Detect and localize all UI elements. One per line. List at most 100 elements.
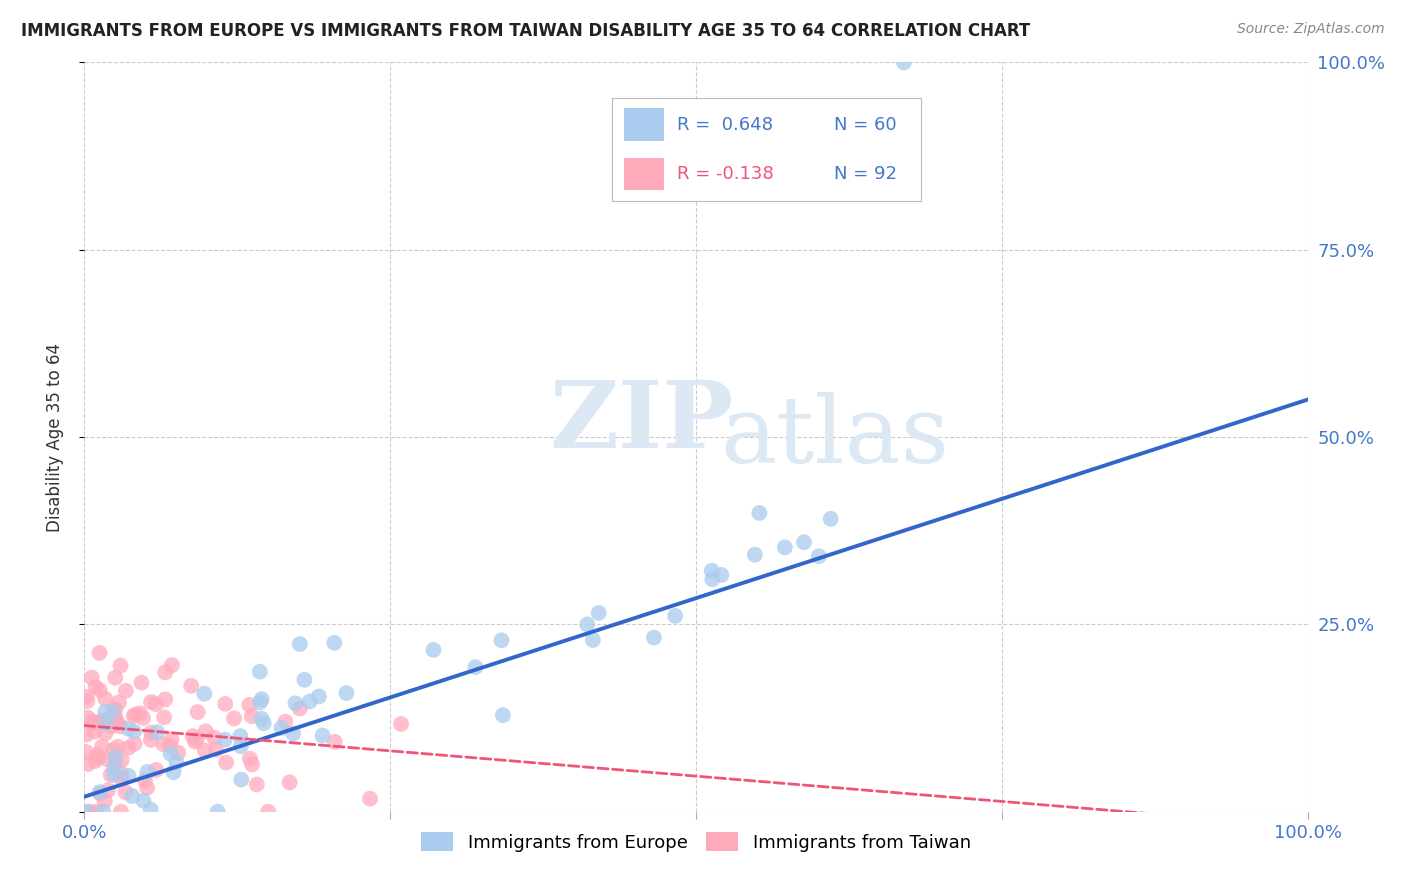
Point [249,665,271,679]
Legend: Immigrants from Europe, Immigrants from Taiwan: Immigrants from Europe, Immigrants from … [413,825,979,859]
Point [91,805,114,819]
Point [80,671,103,685]
Point [229,739,252,754]
Point [96,752,118,766]
Point [104,671,127,685]
Point [294,673,316,687]
Point [181,729,204,743]
Point [103,761,125,775]
Point [239,752,262,766]
Point [110,767,132,781]
Point [153,710,176,724]
Point [75,745,97,759]
Point [240,709,263,723]
Text: atlas: atlas [720,392,949,482]
Point [153,692,176,706]
Point [103,743,125,757]
Point [93,713,115,727]
Text: IMMIGRANTS FROM EUROPE VS IMMIGRANTS FROM TAIWAN DISABILITY AGE 35 TO 64 CORRELA: IMMIGRANTS FROM EUROPE VS IMMIGRANTS FRO… [21,22,1031,40]
Point [194,743,217,757]
Point [124,707,146,722]
Point [132,711,155,725]
Point [121,789,143,803]
Point [132,794,155,808]
Point [166,756,188,770]
Point [187,705,209,719]
Point [86,805,108,819]
Text: Source: ZipAtlas.com: Source: ZipAtlas.com [1237,22,1385,37]
Text: R = -0.138: R = -0.138 [676,165,773,183]
Point [86,747,108,762]
Point [145,697,167,711]
Point [101,705,124,719]
Point [139,732,162,747]
Point [104,714,127,729]
Point [108,719,131,733]
Point [422,643,444,657]
Point [155,665,177,680]
Point [104,756,127,770]
Point [159,747,181,761]
Point [222,711,245,725]
Point [167,746,190,760]
Point [323,735,346,749]
Point [122,708,145,723]
Point [253,716,276,731]
Point [491,633,513,648]
Point [278,775,301,789]
Point [152,737,174,751]
Point [748,506,770,520]
Point [89,714,111,729]
Point [94,726,117,740]
Point [464,660,486,674]
Point [104,702,127,716]
Point [180,679,202,693]
Bar [624,108,664,141]
Point [128,706,150,721]
Point [86,715,108,730]
Point [807,549,830,564]
Point [75,690,97,704]
Point [89,785,111,799]
Point [249,695,271,709]
Point [89,683,111,698]
Point [308,690,330,704]
Point [115,683,138,698]
Point [793,535,815,549]
Point [76,711,98,725]
Point [288,701,311,715]
Point [207,805,229,819]
Point [131,675,153,690]
Text: N = 60: N = 60 [834,116,897,134]
Point [117,769,139,783]
Point [194,724,217,739]
Text: N = 92: N = 92 [834,165,897,183]
Point [820,512,842,526]
Point [136,764,159,779]
Point [215,756,238,770]
Point [162,765,184,780]
Text: ZIP: ZIP [550,377,734,467]
Point [136,780,159,795]
Point [94,691,117,706]
Point [84,680,107,694]
Point [643,631,665,645]
Point [77,757,100,772]
Point [134,773,156,788]
Point [202,731,225,745]
Point [100,767,122,781]
Point [108,695,131,709]
Point [246,777,269,791]
Y-axis label: Disability Age 35 to 64: Disability Age 35 to 64 [45,343,63,532]
Point [250,712,273,726]
Point [104,750,127,764]
Point [94,716,117,731]
Point [160,732,183,747]
Point [710,568,733,582]
Bar [624,158,664,190]
Point [576,617,599,632]
Point [159,739,181,753]
Point [89,787,111,801]
Point [250,692,273,706]
Point [288,637,311,651]
